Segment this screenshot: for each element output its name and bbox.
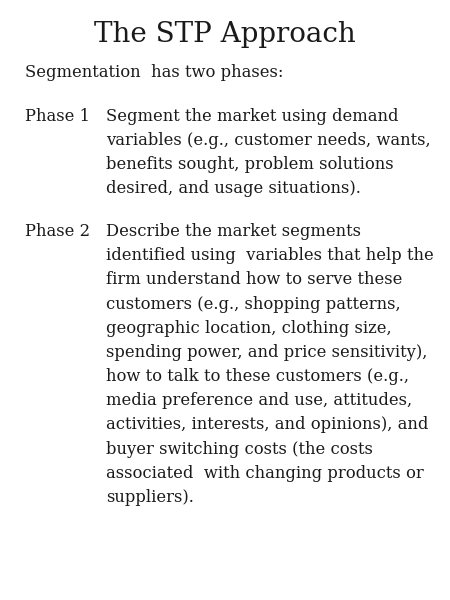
- Text: Describe the market segments
identified using  variables that help the
firm unde: Describe the market segments identified …: [106, 223, 433, 506]
- Text: Phase 1: Phase 1: [25, 108, 90, 125]
- Text: Phase 2: Phase 2: [25, 223, 90, 240]
- Text: Segmentation  has two phases:: Segmentation has two phases:: [25, 64, 283, 81]
- Text: The STP Approach: The STP Approach: [94, 21, 356, 48]
- Text: Segment the market using demand
variables (e.g., customer needs, wants,
benefits: Segment the market using demand variable…: [106, 108, 430, 197]
